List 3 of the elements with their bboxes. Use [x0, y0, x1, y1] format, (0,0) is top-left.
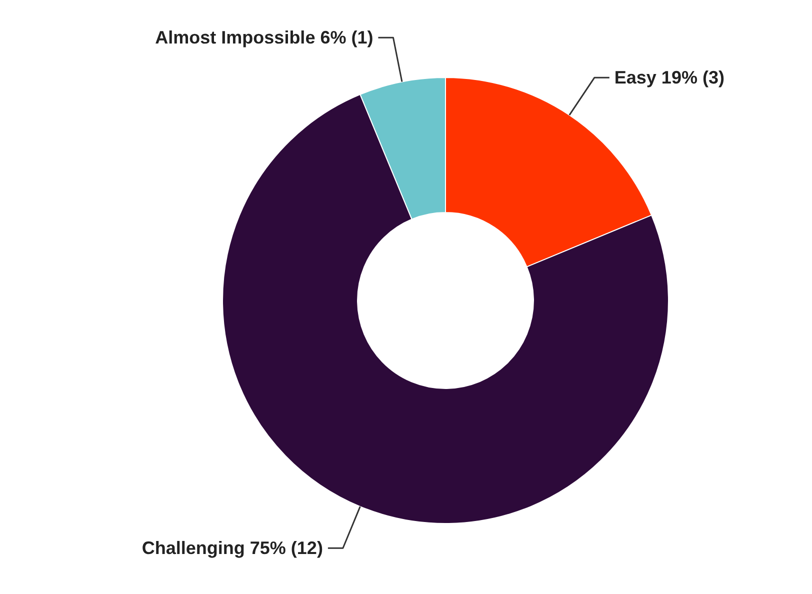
slice-label: Easy 19% (3) [614, 68, 724, 88]
slice-label: Challenging 75% (12) [142, 538, 323, 558]
slice-label: Almost Impossible 6% (1) [155, 28, 374, 48]
